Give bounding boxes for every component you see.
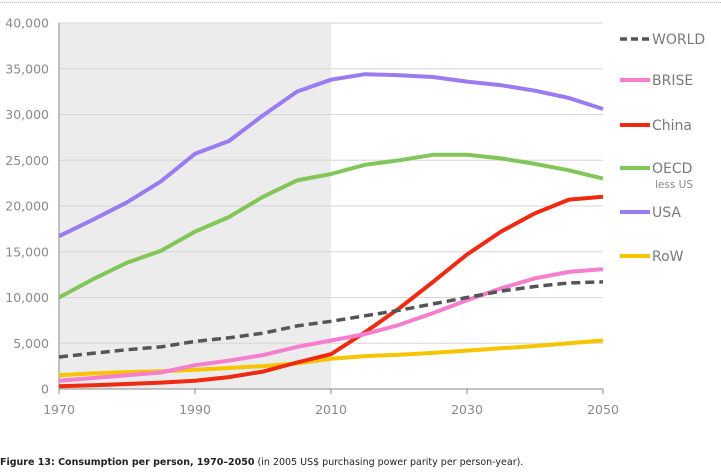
x-tick-label-1990: 1990	[179, 402, 211, 417]
legend: WORLD BRISE China OECD less US USA RoW	[620, 32, 705, 265]
caption-title: Figure 13: Consumption per person, 1970–…	[0, 457, 255, 468]
series-lines	[58, 72, 604, 389]
legend-label-oecd: OECD	[652, 161, 692, 177]
grid-lines	[59, 22, 603, 344]
line-chart: 0 5,000 10,000 15,000 20,000 25,000 30,000 35,0…	[5, 16, 705, 418]
legend-label-row: RoW	[652, 249, 684, 265]
x-tick-label-2030: 2030	[451, 402, 483, 417]
y-tick-label-20000: 20,000	[5, 199, 49, 214]
legend-label-usa: USA	[652, 205, 681, 221]
y-tick-label-5000: 5,000	[13, 336, 49, 351]
y-tick-label-30000: 30,000	[5, 107, 49, 122]
series-line-usa	[58, 72, 604, 238]
x-tick-label-2010: 2010	[315, 402, 347, 417]
series-line-brise	[58, 267, 604, 383]
y-tick-label-0: 0	[41, 382, 49, 397]
series-line-oecd	[58, 152, 604, 300]
legend-sublabel-oecd: less US	[655, 179, 693, 191]
legend-label-brise: BRISE	[652, 73, 693, 89]
series-line-world	[58, 280, 604, 359]
top-dotted-divider	[0, 2, 721, 3]
y-tick-label-25000: 25,000	[5, 153, 49, 168]
x-tick-label-2050: 2050	[587, 402, 619, 417]
figure-caption: Figure 13: Consumption per person, 1970–…	[0, 457, 721, 468]
legend-label-world: WORLD	[652, 32, 705, 48]
y-tick-label-40000: 40,000	[5, 16, 49, 31]
y-tick-label-35000: 35,000	[5, 61, 49, 76]
x-tick-label-1970: 1970	[43, 402, 75, 417]
y-axis-ticks: 0 5,000 10,000 15,000 20,000 25,000 30,000 35,0…	[5, 16, 49, 397]
y-tick-label-10000: 10,000	[5, 290, 49, 305]
x-axis-ticks: 1970 1990 2010 2030 2050	[43, 389, 619, 417]
series-line-china	[58, 194, 604, 389]
y-tick-label-15000: 15,000	[5, 244, 49, 259]
caption-description: (in 2005 US$ purchasing power parity per…	[254, 457, 524, 468]
legend-label-china: China	[652, 118, 692, 134]
